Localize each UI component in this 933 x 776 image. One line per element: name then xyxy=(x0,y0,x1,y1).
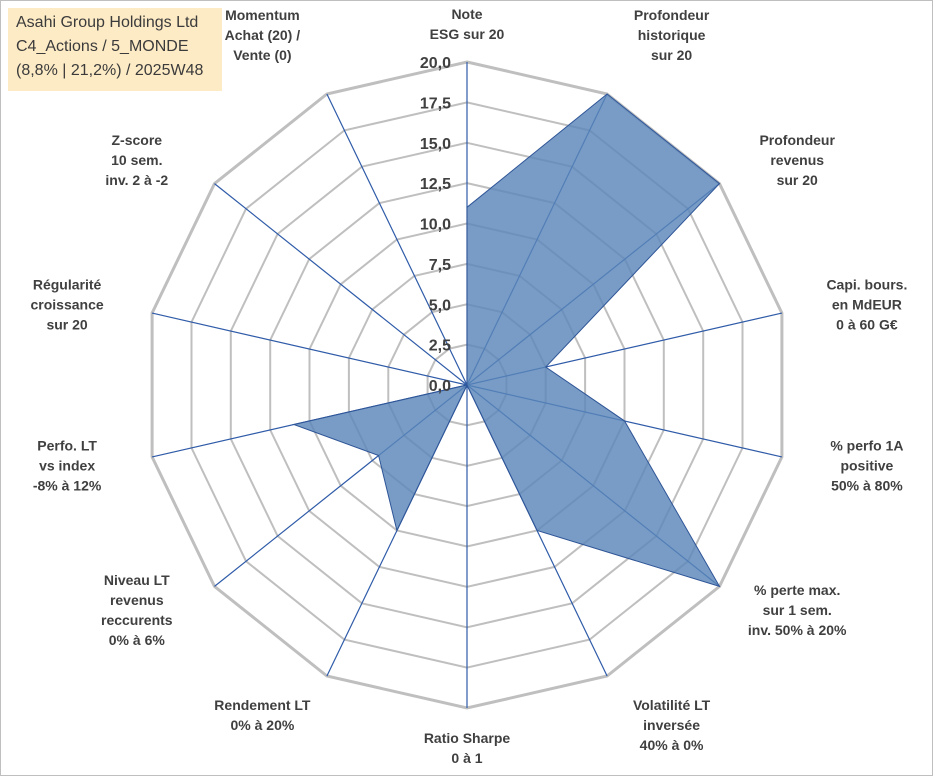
axis-label-10: Niveau LT revenus reccurents 0% à 6% xyxy=(101,572,173,648)
tick-label: 10,0 xyxy=(420,217,451,234)
axis-label-1: Note ESG sur 20 xyxy=(430,6,505,42)
axis-label-9: Rendement LT 0% à 20% xyxy=(214,697,311,733)
axis-label-4: Capi. bours. en MdEUR 0 à 60 G€ xyxy=(826,277,907,333)
spoke-13 xyxy=(214,183,468,386)
tick-label: 5,0 xyxy=(429,297,451,314)
axis-label-7: Volatilité LT inversée 40% à 0% xyxy=(633,697,711,753)
radar-series xyxy=(292,93,721,588)
company-name: Asahi Group Holdings Ltd xyxy=(16,14,199,31)
radar-axis-labels: Note ESG sur 20 Profondeur historique sur 20… xyxy=(31,6,908,766)
tick-label: 0,0 xyxy=(429,378,451,395)
axis-label-11: Perfo. LT vs index -8% à 12% xyxy=(33,437,102,493)
spoke-14 xyxy=(326,93,468,386)
axis-label-8: Ratio Sharpe 0 à 1 xyxy=(424,730,511,766)
axis-label-5: % perfo 1A positive 50% à 80% xyxy=(830,437,903,493)
tick-label: 12,5 xyxy=(420,176,451,193)
tick-label: 7,5 xyxy=(429,257,451,274)
series-area-1 xyxy=(292,93,721,588)
axis-label-6: % perte max. sur 1 sem. inv. 50% à 20% xyxy=(748,582,847,638)
tick-label: 2,5 xyxy=(429,338,451,355)
portfolio-label: C4_Actions / 5_MONDE xyxy=(16,38,189,55)
spoke-12 xyxy=(151,312,468,386)
tick-label: 15,0 xyxy=(420,136,451,153)
axis-label-3: Profondeur revenus sur 20 xyxy=(759,132,835,188)
axis-label-13: Z-score 10 sem. inv. 2 à -2 xyxy=(105,132,168,188)
axis-label-2: Profondeur historique sur 20 xyxy=(634,7,710,63)
stats-label: (8,8% | 21,2%) / 2025W48 xyxy=(16,62,204,79)
axis-label-12: Régularité croissance sur 20 xyxy=(31,277,104,333)
tick-label: 17,5 xyxy=(420,95,451,112)
radar-tick-labels: 0,0 2,5 5,0 7,5 10,0 12,5 15,0 17,5 20,0 xyxy=(420,55,451,395)
tick-label: 20,0 xyxy=(420,55,451,72)
info-box: Asahi Group Holdings Ltd C4_Actions / 5_… xyxy=(8,8,222,91)
axis-label-14: Momentum Achat (20) / Vente (0) xyxy=(225,7,301,63)
